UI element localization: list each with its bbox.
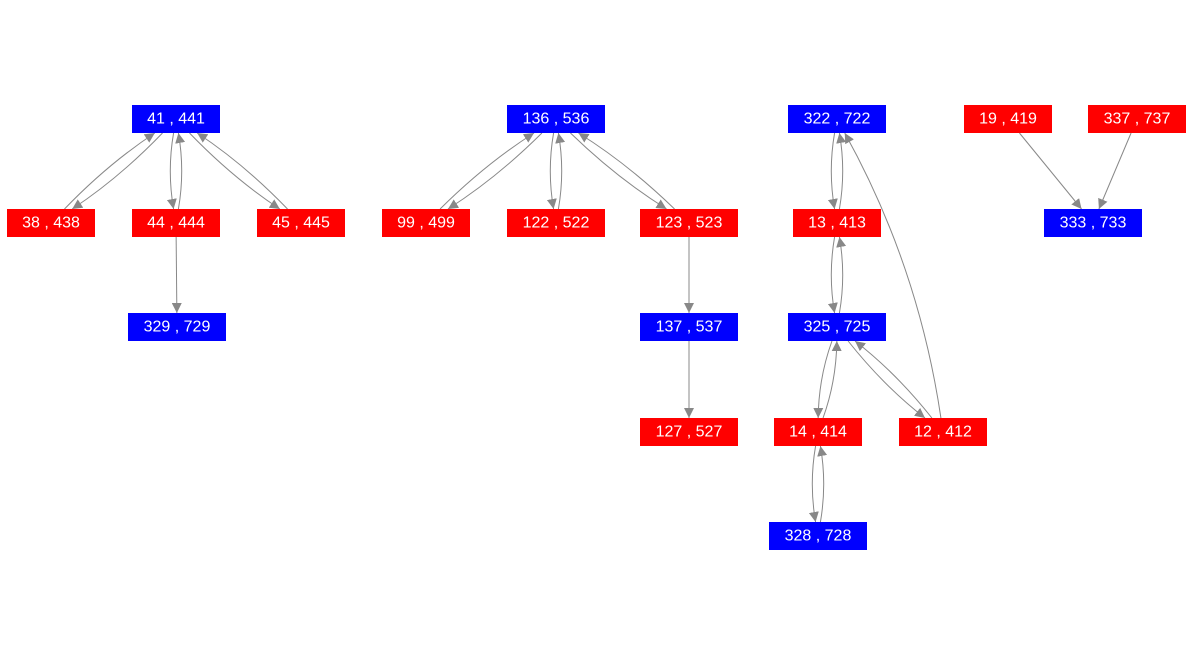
node-box	[507, 209, 605, 237]
node-box	[257, 209, 345, 237]
node-box	[640, 418, 738, 446]
node-label: 45 , 445	[272, 215, 330, 232]
node-label: 122 , 522	[523, 215, 590, 232]
edge	[171, 236, 182, 314]
edge	[836, 236, 847, 314]
node-box	[788, 313, 886, 341]
node-label: 13 , 413	[808, 215, 866, 232]
node-label: 137 , 537	[656, 319, 723, 336]
node-box	[1088, 105, 1186, 133]
node-box	[774, 418, 862, 446]
node-label: 99 , 499	[397, 215, 455, 232]
edge	[71, 132, 163, 210]
node-label: 14 , 414	[789, 424, 847, 441]
edge	[439, 132, 535, 210]
node-box	[1044, 209, 1142, 237]
edge	[808, 445, 819, 523]
node-label: 325 , 725	[804, 319, 871, 336]
node-box	[640, 209, 738, 237]
node-box	[964, 105, 1052, 133]
edge	[189, 132, 281, 210]
nodes: 41 , 441 38 , 438 44 , 444 45 , 445 329 , 72…	[7, 105, 1186, 550]
node-label: 329 , 729	[144, 319, 211, 336]
node-box	[640, 313, 738, 341]
edge	[196, 132, 288, 210]
node-box	[132, 209, 220, 237]
edge	[827, 236, 838, 314]
node-label: 19 , 419	[979, 111, 1037, 128]
node-label: 322 , 722	[804, 111, 871, 128]
node-box	[507, 105, 605, 133]
node-label: 328 , 728	[785, 528, 852, 545]
node-box	[769, 522, 867, 550]
node-label: 41 , 441	[147, 111, 205, 128]
edge	[813, 340, 833, 419]
edge	[822, 340, 842, 419]
edge	[447, 132, 543, 210]
edge	[64, 132, 156, 210]
edge	[847, 340, 926, 419]
node-label: 123 , 523	[656, 215, 723, 232]
edge	[166, 132, 177, 210]
node-label: 337 , 737	[1104, 111, 1171, 128]
edge	[555, 132, 566, 210]
node-box	[132, 105, 220, 133]
node-label: 44 , 444	[147, 215, 205, 232]
node-label: 38 , 438	[22, 215, 80, 232]
node-label: 136 , 536	[523, 111, 590, 128]
edges	[64, 132, 1132, 523]
node-box	[128, 313, 226, 341]
edge	[1019, 132, 1082, 210]
edge	[546, 132, 557, 210]
node-label: 12 , 412	[914, 424, 972, 441]
edge	[844, 132, 942, 419]
node-box	[793, 209, 881, 237]
node-box	[788, 105, 886, 133]
edge	[854, 340, 933, 419]
edge	[817, 445, 828, 523]
node-label: 127 , 527	[656, 424, 723, 441]
edge	[175, 132, 186, 210]
node-label: 333 , 733	[1060, 215, 1127, 232]
node-box	[382, 209, 470, 237]
edge	[827, 132, 838, 210]
edge	[1098, 132, 1132, 210]
node-box	[7, 209, 95, 237]
edge	[836, 132, 847, 210]
edge	[578, 132, 675, 210]
node-box	[899, 418, 987, 446]
edge	[570, 132, 667, 210]
